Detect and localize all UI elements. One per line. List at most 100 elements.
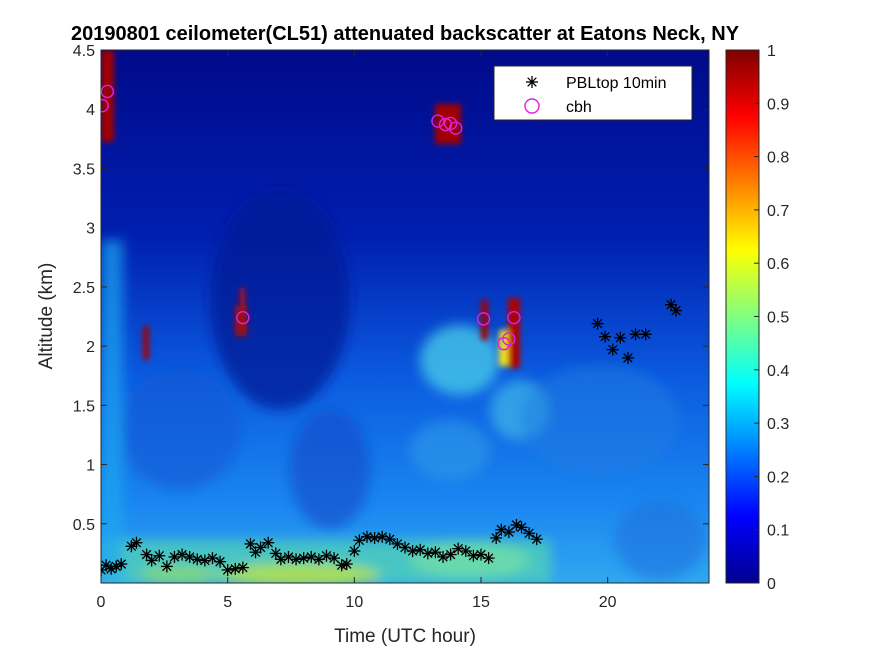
- x-tick-label: 15: [472, 594, 490, 611]
- x-axis-label: Time (UTC hour): [334, 626, 476, 647]
- cbh-point: [236, 310, 250, 325]
- pbltop-point: [274, 553, 287, 566]
- pbltop-point: [160, 560, 173, 573]
- pbltop-point: [206, 552, 219, 565]
- pbltop-point: [482, 552, 495, 565]
- pbltop-point: [312, 553, 325, 566]
- pbltop-point: [221, 563, 234, 576]
- colorbar-tick-label: 0.5: [767, 310, 789, 327]
- pbltop-point: [530, 533, 543, 546]
- cbh-point: [448, 121, 463, 135]
- cbh-point: [431, 114, 445, 128]
- cbh-point: [443, 116, 458, 131]
- pbltop-point: [153, 549, 166, 562]
- pbltop-point: [328, 552, 341, 565]
- pbltop-point: [191, 553, 204, 566]
- colorbar-tick-label: 0.1: [767, 523, 789, 540]
- pbltop-point: [502, 526, 515, 539]
- colorbar: 0 0.1 0.2 0.3 0.4 0.5 0.6 0.7 0.8 0.9 1: [725, 43, 789, 593]
- pbltop-point: [606, 343, 619, 356]
- pbltop-point: [490, 531, 503, 544]
- pbltop-point: [421, 547, 434, 560]
- cbh-point: [476, 312, 491, 326]
- pbltop-point: [198, 554, 211, 567]
- legend-cbh-marker: [524, 98, 540, 114]
- pbltop-point: [670, 304, 683, 317]
- legend: PBLtop 10min cbh: [493, 65, 693, 121]
- colorbar-tick-label: 0.2: [767, 469, 789, 486]
- y-tick-label: 1.5: [73, 398, 95, 415]
- pbltop-point: [168, 550, 181, 563]
- colorbar-tick-label: 1: [767, 43, 776, 60]
- pbltop-point: [459, 545, 472, 558]
- pbltop-point: [290, 553, 303, 566]
- pbltop-point: [214, 555, 227, 568]
- pbltop-point: [110, 560, 123, 573]
- colorbar-tick-label: 0.6: [767, 256, 789, 273]
- pbltop-point: [254, 541, 267, 554]
- pbltop-point: [236, 561, 249, 574]
- y-tick-label: 3.5: [73, 161, 95, 178]
- colorbar-gradient: [725, 49, 760, 584]
- y-tick-label: 2.5: [73, 280, 95, 297]
- pbltop-point: [475, 548, 487, 561]
- pbltop-point: [183, 550, 196, 563]
- pbltop-point: [125, 540, 138, 553]
- pbltop-point: [368, 531, 381, 544]
- backscatter-heatmap: [101, 50, 709, 583]
- pbltop-point: [399, 541, 411, 554]
- pbltop-point: [452, 542, 465, 555]
- pbltop-point: [639, 328, 652, 341]
- colorbar-tick-label: 0.3: [767, 416, 789, 433]
- pbltop-point: [523, 527, 536, 540]
- pbltop-point: [282, 550, 295, 563]
- pbltop-point: [348, 545, 361, 558]
- y-axis-label: Altitude (km): [36, 263, 57, 370]
- cloud-features: [101, 50, 520, 368]
- pbltop-point: [599, 330, 612, 343]
- pbltop-point: [444, 548, 457, 561]
- pbltop-point: [437, 550, 449, 563]
- pbltop-point: [406, 545, 419, 558]
- pbltop-point: [320, 549, 333, 562]
- pbltop-point: [383, 533, 396, 546]
- pbltop-point: [130, 536, 143, 549]
- pbltop-point: [145, 554, 158, 567]
- pbltop-point: [515, 521, 528, 534]
- cbh-point: [502, 332, 516, 346]
- pbltop-point: [244, 537, 257, 550]
- cbh-point: [101, 84, 115, 99]
- x-tick-label: 5: [223, 594, 232, 611]
- pbltop-point: [510, 518, 523, 531]
- y-tick-label: 3: [86, 221, 95, 238]
- pbltop-point: [340, 558, 353, 571]
- pbltop-point: [591, 317, 604, 330]
- y-tick-label: 1: [86, 458, 95, 475]
- pbltop-point: [629, 328, 642, 341]
- pbltop-point: [297, 552, 310, 565]
- cbh-point: [101, 98, 109, 113]
- pbltop-point: [115, 558, 128, 571]
- y-tick-label: 2: [86, 339, 95, 356]
- pbltop-point: [495, 523, 508, 536]
- legend-label: PBLtop 10min: [566, 75, 667, 92]
- plot-frame: [100, 49, 710, 584]
- pbltop-point: [614, 331, 627, 344]
- chart-title: 20190801 ceilometer(CL51) attenuated bac…: [71, 23, 740, 45]
- pbltop-point: [361, 530, 373, 543]
- colorbar-tick-label: 0: [767, 576, 776, 593]
- pbltop-point: [467, 549, 480, 562]
- pbltop-point: [229, 562, 242, 575]
- cbh-point: [507, 310, 521, 325]
- colorbar-tick-label: 0.7: [767, 203, 789, 220]
- pbltop-point: [176, 548, 189, 561]
- y-tick-label: 0.5: [73, 517, 95, 534]
- pbltop-point: [262, 536, 275, 549]
- pbltop-point: [376, 530, 389, 543]
- x-tick-label: 20: [599, 594, 617, 611]
- pbltop-point: [621, 351, 634, 364]
- x-tick-label: 0: [97, 594, 106, 611]
- pbltop-point: [429, 546, 442, 559]
- y-tick-label: 4: [86, 102, 95, 119]
